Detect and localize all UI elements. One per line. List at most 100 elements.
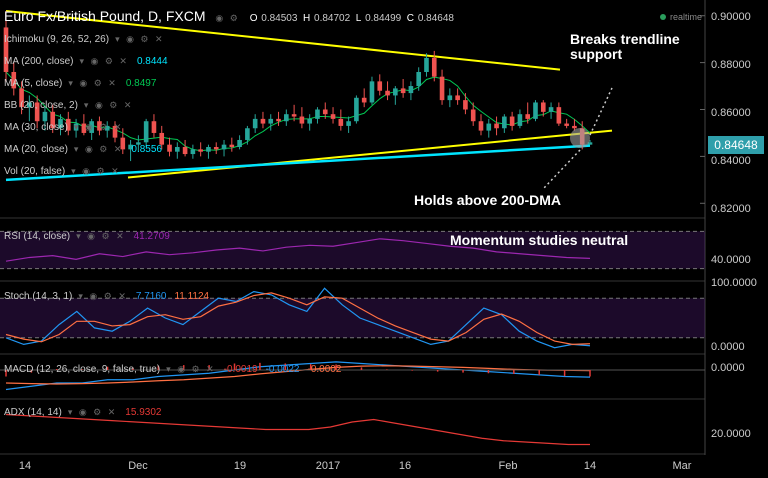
candle-body: [65, 118, 71, 131]
y-tick-price: 0.88000: [711, 59, 751, 71]
candle-body: [182, 147, 188, 155]
candle-body: [120, 137, 126, 150]
y-tick-price: 0.84000: [711, 155, 751, 167]
candle-body: [206, 147, 211, 152]
candle-body: [447, 95, 453, 101]
candle-body: [354, 97, 359, 122]
candle-body: [112, 125, 118, 138]
candle-body: [393, 88, 398, 96]
ohlc-readout: O 0.84503 H 0.84702 L 0.84499 C 0.84648: [249, 13, 454, 24]
header-controls[interactable]: ◉ ⚙: [215, 13, 240, 23]
indicator-ichimoku[interactable]: Ichimoku (9, 26, 52, 26) ▾ ◉ ⚙ ✕: [4, 34, 165, 45]
candle-body: [97, 121, 102, 131]
candle-body: [416, 71, 421, 87]
y-tick-rsi: 40.0000: [711, 254, 751, 266]
candle-body: [587, 142, 593, 145]
stoch-series-line: [5, 287, 591, 349]
ma-short-line: [5, 71, 591, 152]
candle-body: [143, 121, 149, 143]
candle-body: [424, 57, 429, 72]
indicator-ma200[interactable]: MA (200, close) ▾ ◉ ⚙ ✕ 0.8444: [4, 56, 168, 67]
indicator-ma30[interactable]: MA (30, close) ▾ ◉ ⚙ ✕: [4, 122, 124, 133]
y-tick-stoch: 100.0000: [711, 277, 757, 289]
candle-body: [502, 116, 507, 129]
candle-body: [509, 116, 515, 126]
y-tick-stoch: 0.0000: [711, 341, 745, 353]
ma200-line: [5, 144, 591, 182]
candle-body: [128, 144, 133, 150]
indicator-ma5[interactable]: MA (5, close) ▾ ◉ ⚙ ✕ 0.8497: [4, 78, 157, 89]
candle-body: [252, 118, 258, 129]
macd-series-line: [5, 361, 591, 391]
candle-body: [42, 111, 48, 122]
candle-body: [525, 114, 531, 119]
projection-down-arrow: [543, 149, 581, 189]
adx-label[interactable]: ADX (14, 14) ▾ ◉ ⚙ ✕ 15.9302: [4, 407, 162, 418]
candle-body: [455, 95, 460, 101]
upper-trendline: [5, 10, 561, 71]
candle-body: [315, 109, 320, 119]
candle-body: [27, 102, 32, 108]
x-tick: 14: [583, 460, 597, 472]
candle-body: [268, 118, 274, 124]
candle-body: [478, 121, 484, 131]
candle-body: [284, 114, 289, 122]
indicator-bb[interactable]: BB (20, close, 2) ▾ ◉ ⚙ ✕: [4, 100, 134, 111]
adx-series-line: [5, 413, 590, 446]
candle-body: [245, 128, 250, 140]
candle-body: [104, 125, 110, 131]
candle-body: [213, 147, 219, 150]
x-tick: Dec: [128, 460, 148, 472]
symbol-header: Euro Fx/British Pound, D, FXCM ◉ ⚙ O 0.8…: [4, 8, 454, 24]
x-tick: 16: [398, 460, 412, 472]
candle-body: [408, 86, 414, 94]
candle-body: [19, 88, 24, 108]
candle-body: [494, 123, 499, 129]
status-dot-icon: [660, 14, 666, 20]
candle-body: [431, 57, 437, 77]
annotation-breaks-trendline: Breaks trendline support: [570, 31, 680, 62]
candle-body: [377, 81, 383, 91]
y-tick-price: 0.82000: [711, 203, 751, 215]
y-tick-macd: 0.0000: [711, 362, 745, 374]
current-price-tag: 0.84648: [708, 136, 764, 154]
candle-body: [159, 132, 165, 145]
candle-body: [291, 114, 297, 117]
candle-body: [369, 81, 375, 103]
symbol-title[interactable]: Euro Fx/British Pound, D, FXCM: [4, 8, 206, 24]
annotation-holds-200dma: Holds above 200-DMA: [414, 192, 562, 208]
candle-body: [89, 121, 94, 133]
candle-body: [330, 114, 336, 119]
macd-label[interactable]: MACD (12, 26, close, 9, false, true) ▾ ◉ …: [4, 364, 342, 375]
indicator-ma20[interactable]: MA (20, close) ▾ ◉ ⚙ ✕ 0.8556: [4, 144, 162, 155]
candle-body: [533, 102, 538, 119]
realtime-status: realtime: [660, 12, 702, 22]
candle-body: [556, 107, 562, 124]
candle-body: [470, 109, 476, 122]
candle-body: [346, 121, 351, 126]
stoch-band: [0, 298, 705, 338]
candle-body: [81, 123, 87, 133]
candle-body: [260, 118, 266, 124]
candle-body: [540, 102, 546, 112]
rsi-band: [0, 231, 705, 269]
stoch-label[interactable]: Stoch (14, 3, 1) ▾ ◉ ⚙ ✕ 7.7160 11.1124: [4, 291, 210, 302]
candle-body: [58, 118, 63, 129]
lower-trendline: [127, 129, 613, 179]
y-tick-adx: 20.0000: [711, 428, 751, 440]
candle-body: [463, 100, 468, 110]
candle-body: [276, 118, 281, 122]
rsi-label[interactable]: RSI (14, close) ▾ ◉ ⚙ ✕ 41.2709: [4, 231, 170, 242]
candle-body: [486, 123, 492, 131]
candle-body: [564, 123, 569, 126]
candle-body: [11, 71, 17, 89]
candle-body: [50, 111, 56, 129]
candle-body: [299, 116, 305, 124]
candle-body: [572, 125, 577, 129]
candle-body: [400, 88, 406, 94]
candle-body: [136, 142, 141, 145]
rsi-series-line: [5, 238, 591, 262]
candle-body: [221, 144, 227, 150]
indicator-volume[interactable]: Vol (20, false) ▾ ◉ ⚙ ✕: [4, 166, 121, 177]
candle-body: [73, 123, 79, 131]
